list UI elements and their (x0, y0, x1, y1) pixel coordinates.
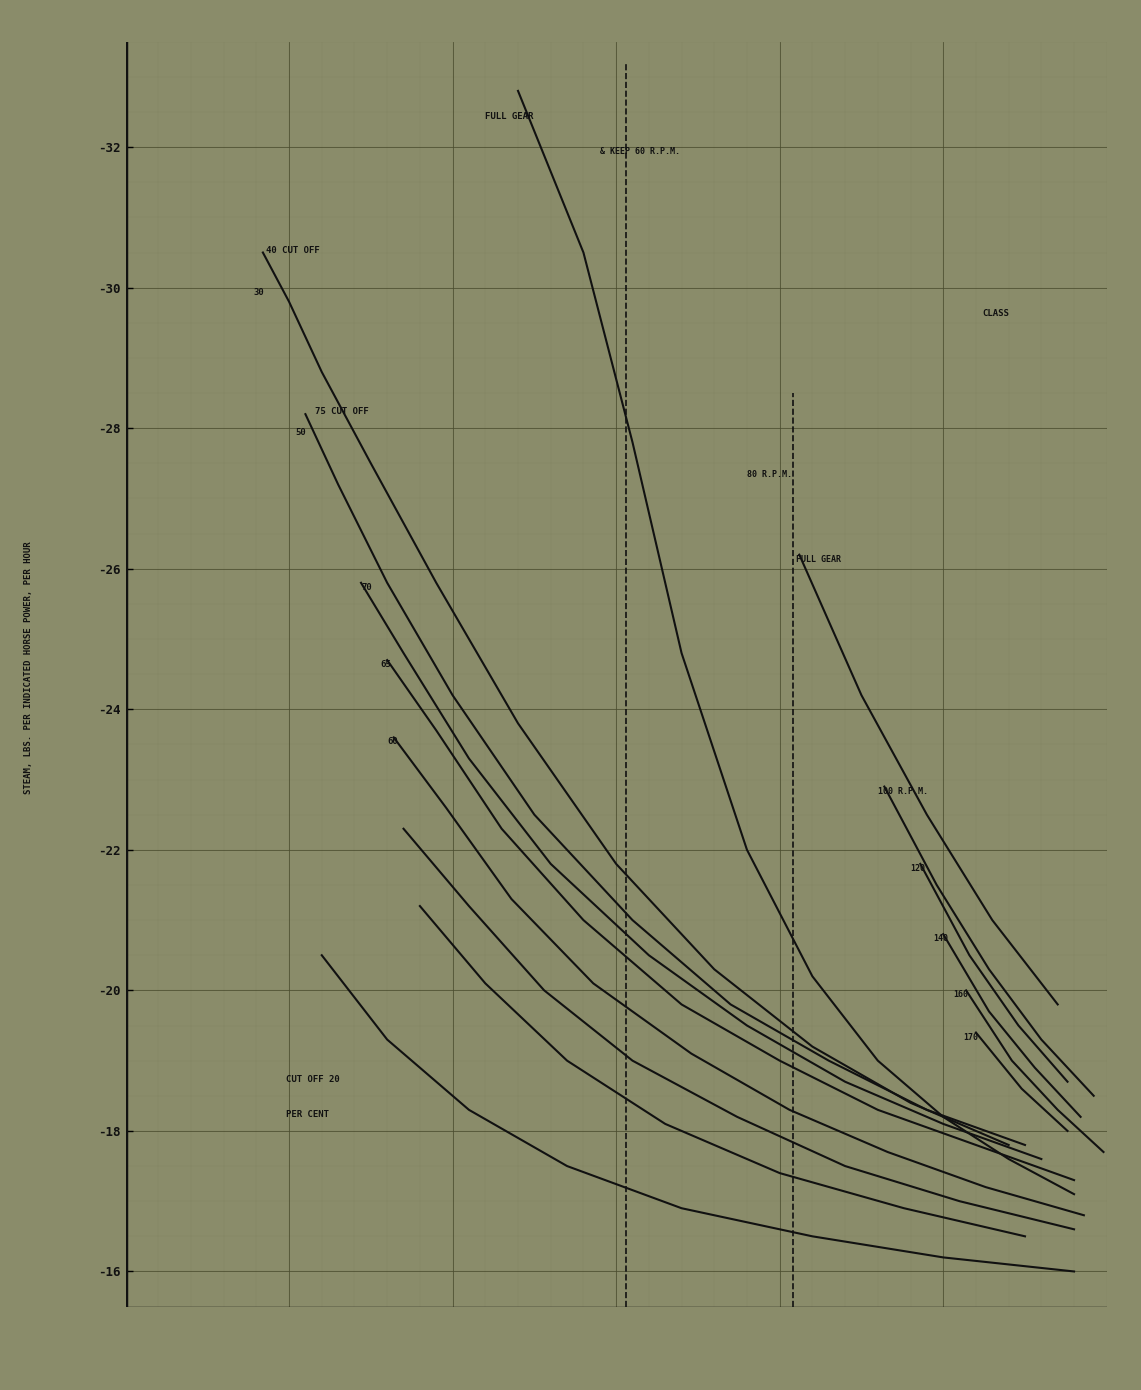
Text: PER CENT: PER CENT (285, 1109, 329, 1119)
Text: 120: 120 (911, 865, 925, 873)
Text: STEAM, LBS. PER INDICATED HORSE POWER, PER HOUR: STEAM, LBS. PER INDICATED HORSE POWER, P… (24, 541, 33, 794)
Text: 170: 170 (963, 1033, 978, 1041)
Text: 160: 160 (953, 991, 968, 999)
Text: 65: 65 (381, 660, 391, 669)
Text: 40 CUT OFF: 40 CUT OFF (266, 246, 319, 254)
Text: 70: 70 (361, 582, 372, 592)
Text: 75 CUT OFF: 75 CUT OFF (315, 407, 369, 416)
Text: 80 R.P.M.: 80 R.P.M. (747, 470, 792, 480)
Text: & KEEP 60 R.P.M.: & KEEP 60 R.P.M. (600, 147, 680, 156)
Text: 60: 60 (387, 738, 398, 746)
Text: 140: 140 (933, 934, 948, 944)
Text: FULL GEAR: FULL GEAR (485, 113, 534, 121)
Text: FULL GEAR: FULL GEAR (796, 555, 841, 564)
Text: 50: 50 (296, 428, 306, 438)
Text: CLASS: CLASS (982, 309, 1010, 318)
Text: 100 R.P.M.: 100 R.P.M. (877, 787, 928, 795)
Text: 30: 30 (253, 288, 264, 296)
Text: CUT OFF 20: CUT OFF 20 (285, 1074, 340, 1084)
